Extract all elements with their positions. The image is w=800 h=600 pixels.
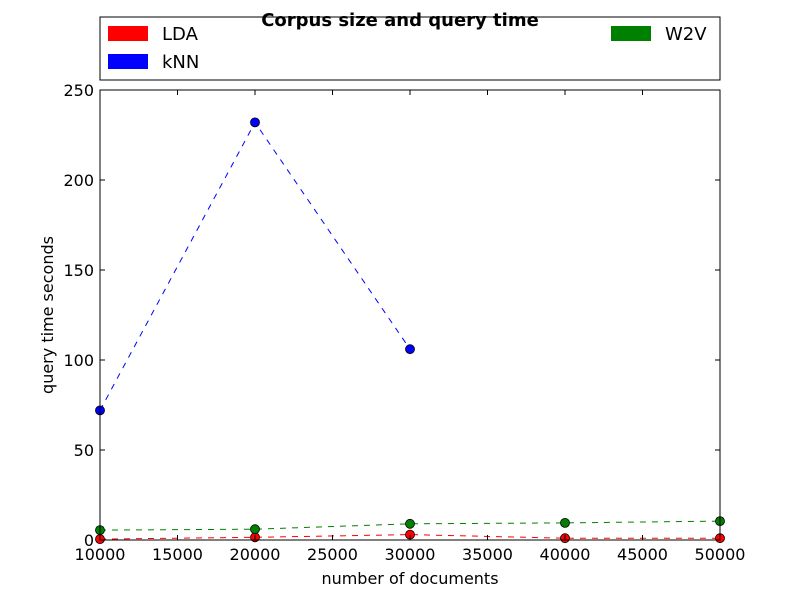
y-tick-label: 50: [74, 441, 94, 460]
legend-label: W2V: [665, 24, 707, 45]
x-axis-label: number of documents: [321, 569, 498, 588]
x-tick-label: 40000: [540, 545, 591, 564]
x-tick-label: 20000: [230, 545, 281, 564]
y-tick-label: 0: [84, 531, 94, 550]
x-tick-label: 30000: [385, 545, 436, 564]
series-line-w2v: [99, 520, 721, 531]
data-point-knn: [250, 117, 260, 128]
legend-label: kNN: [162, 52, 199, 73]
legend-item-w2v: W2V: [611, 24, 707, 45]
y-axis-label: query time seconds: [38, 236, 57, 394]
y-tick-label: 250: [63, 81, 94, 100]
legend-swatch: [611, 26, 651, 41]
legend: LDA kNN W2V: [99, 16, 721, 81]
legend-item-lda: LDA: [108, 24, 199, 45]
y-tick-label: 200: [63, 171, 94, 190]
x-tick-label: 35000: [462, 545, 513, 564]
legend-label: LDA: [162, 24, 199, 45]
data-point-w2v: [405, 518, 415, 529]
x-tick-label: 25000: [307, 545, 358, 564]
plot-area: 10000 15000 20000 25000 30000 35000 40000 45000…: [63, 81, 745, 564]
series-line-lda: [99, 534, 720, 540]
y-tick-label: 150: [63, 261, 94, 280]
x-tick-label: 50000: [695, 545, 746, 564]
x-tick-label: 45000: [617, 545, 668, 564]
data-point-knn: [405, 344, 415, 355]
legend-swatch: [108, 54, 148, 69]
data-point-w2v: [250, 524, 260, 535]
data-point-w2v: [560, 518, 570, 528]
y-tick-label: 100: [63, 351, 94, 370]
chart-title: Corpus size and query time: [261, 10, 539, 31]
legend-swatch: [108, 26, 148, 41]
series-w2v: [95, 516, 725, 535]
x-tick-label: 15000: [152, 545, 203, 564]
legend-item-knn: kNN: [108, 52, 199, 73]
x-tick-label: 10000: [75, 545, 126, 564]
